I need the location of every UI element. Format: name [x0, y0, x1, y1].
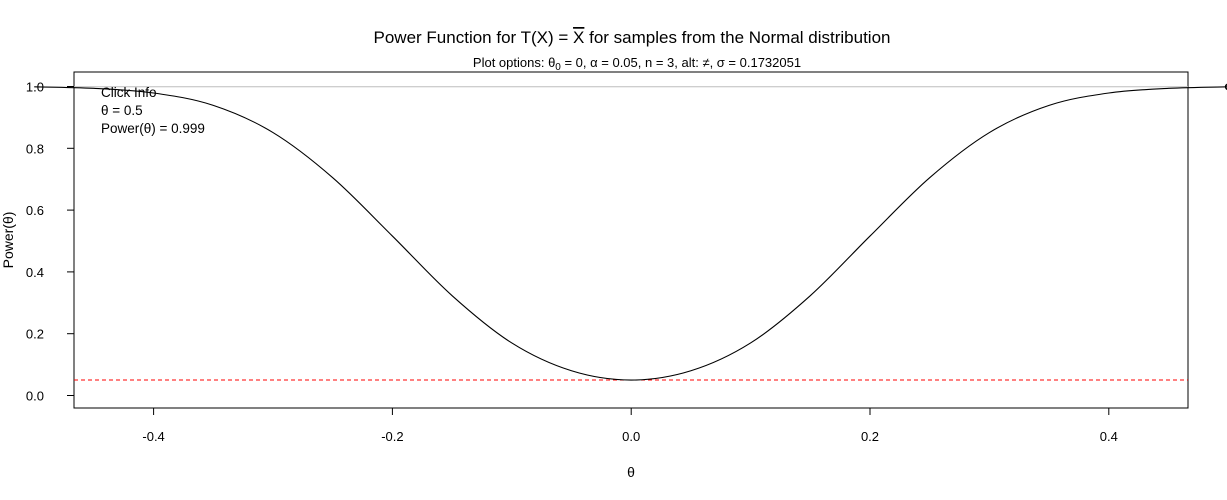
- plot-frame: [73, 71, 1189, 409]
- chart-title-suffix: for samples from the Normal distribution: [584, 28, 890, 47]
- x-axis-label: θ: [627, 464, 635, 480]
- y-axis-label: Power(θ): [0, 212, 16, 269]
- click-info-power: Power(θ) = 0.999: [101, 121, 205, 136]
- chart-subtitle-rest: = 0, α = 0.05, n = 3, alt: ≠, σ = 0.1732…: [561, 55, 801, 70]
- x-tick-label: 0.2: [861, 429, 879, 444]
- x-axis: -0.4 -0.2 0.0 0.2 0.4: [142, 407, 1118, 444]
- x-tick-label: -0.4: [142, 429, 164, 444]
- chart-subtitle-subscript: 0: [555, 62, 561, 73]
- chart-subtitle: Plot options: θ0 = 0, α = 0.05, n = 3, a…: [473, 55, 801, 73]
- y-tick-label: 0.4: [26, 265, 44, 280]
- x-tick-label: -0.2: [381, 429, 403, 444]
- chart-subtitle-prefix: Plot options: θ: [473, 55, 555, 70]
- click-info-theta: θ = 0.5: [101, 103, 143, 118]
- click-info: Click Info θ = 0.5 Power(θ) = 0.999: [101, 85, 205, 136]
- y-tick-label: 0.0: [26, 389, 44, 404]
- y-tick-label: 0.2: [26, 327, 44, 342]
- power-curve: [34, 86, 1227, 381]
- y-tick-label: 0.6: [26, 203, 44, 218]
- chart-title: Power Function for T(X) = X for samples …: [374, 28, 891, 47]
- x-tick-label: 0.0: [622, 429, 640, 444]
- crosshair: [74, 86, 1188, 88]
- click-info-heading: Click Info: [101, 85, 157, 100]
- x-tick-label: 0.4: [1100, 429, 1118, 444]
- chart-title-prefix: Power Function for T(X) =: [374, 28, 574, 47]
- chart-title-statistic: X: [573, 28, 584, 47]
- selected-point-marker[interactable]: [1224, 83, 1227, 90]
- y-tick-label: 0.8: [26, 141, 44, 156]
- y-axis: 0.00.20.40.60.81.0: [26, 80, 75, 404]
